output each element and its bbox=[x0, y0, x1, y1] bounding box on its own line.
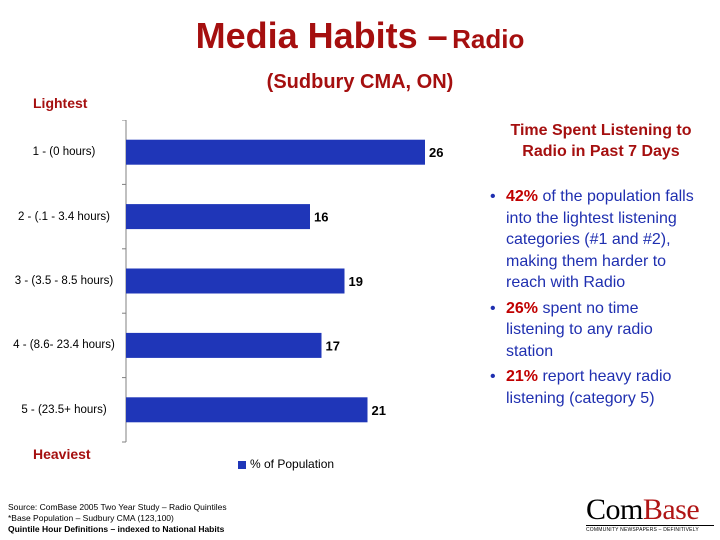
footer-notes: Source: ComBase 2005 Two Year Study – Ra… bbox=[8, 502, 227, 535]
category-label: 3 - (3.5 - 8.5 hours) bbox=[14, 275, 114, 287]
bullet-dot: • bbox=[490, 368, 496, 385]
bar-value-label: 26 bbox=[429, 145, 443, 160]
category-label: 1 - (0 hours) bbox=[32, 146, 96, 159]
bar bbox=[126, 332, 322, 358]
bar-value-label: 17 bbox=[326, 338, 340, 353]
bar-value-label: 21 bbox=[372, 403, 386, 418]
category-label: 2 - (.1 - 3.4 hours) bbox=[17, 210, 111, 223]
bullet-text: spent no time listening to any radio sta… bbox=[506, 299, 653, 360]
bar bbox=[126, 204, 310, 230]
logo-part1: Com bbox=[586, 493, 643, 526]
bar-chart: 26 16 19 17 21 1 - (0 hours) 2 - (.1 - 3.4 ho… bbox=[0, 119, 470, 455]
legend-label: % of Population bbox=[250, 457, 335, 471]
footer-definitions: Quintile Hour Definitions – indexed to N… bbox=[8, 524, 225, 534]
bar bbox=[126, 397, 368, 423]
footer-base: *Base Population – Sudbury CMA (123,100) bbox=[8, 513, 174, 523]
legend-swatch bbox=[238, 460, 246, 469]
bullet-highlight: 21% bbox=[506, 368, 539, 385]
slide-subtitle: (Sudbury CMA, ON) bbox=[266, 71, 454, 93]
logo-rule bbox=[586, 525, 714, 526]
bullet-text: of the population falls into the lightes… bbox=[506, 188, 694, 291]
bar-value-label: 16 bbox=[314, 210, 328, 225]
slide-title: Media Habits – Radio bbox=[0, 18, 720, 54]
category-label: 5 - (23.5+ hours) bbox=[21, 403, 107, 416]
side-panel-bullets: • 42% of the population falls into the li… bbox=[488, 186, 698, 413]
footer-source: Source: ComBase 2005 Two Year Study – Ra… bbox=[8, 502, 227, 512]
logo-part2: Base bbox=[642, 493, 700, 526]
title-main: Media Habits – bbox=[195, 15, 448, 56]
bar-chart-svg: 26 16 19 17 21 bbox=[122, 119, 443, 443]
combase-logo: ComBase COMMUNITY NEWSPAPERS – DEFINITIV… bbox=[586, 493, 714, 533]
bullet-dot: • bbox=[490, 299, 496, 317]
logo-tagline: COMMUNITY NEWSPAPERS – DEFINITIVELY bbox=[586, 527, 699, 533]
bullet-highlight: 42% bbox=[506, 188, 539, 205]
side-panel-heading: Time Spent Listening to Radio in Past 7 … bbox=[510, 122, 692, 160]
bar-value-label: 19 bbox=[349, 274, 363, 289]
bullet-item: • 42% of the population falls into the li… bbox=[488, 186, 698, 294]
category-label: 4 - (8.6- 23.4 hours) bbox=[13, 339, 115, 352]
bullet-item: • 26% spent no time listening to any radi… bbox=[488, 298, 698, 363]
bar bbox=[126, 139, 425, 165]
bullet-dot: • bbox=[490, 188, 496, 205]
title-suffix: Radio bbox=[452, 24, 525, 54]
logo-wordmark: ComBase bbox=[586, 493, 714, 526]
lightest-label: Lightest bbox=[33, 95, 88, 111]
heaviest-label: Heaviest bbox=[33, 446, 91, 462]
bullet-highlight: 26% bbox=[506, 299, 539, 317]
bullet-item: • 21% report heavy radio listening (categ… bbox=[488, 366, 698, 409]
bar bbox=[126, 268, 345, 294]
chart-legend: % of Population bbox=[238, 457, 334, 471]
bullet-text: report heavy radio listening (category 5… bbox=[506, 368, 672, 407]
